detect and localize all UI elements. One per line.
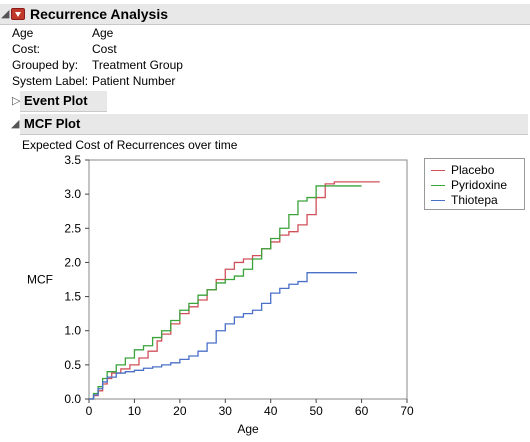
y-tick-label: 1.0	[64, 324, 81, 338]
field-label: Age	[12, 26, 34, 40]
collapse-triangle-icon[interactable]: ◢	[11, 118, 20, 130]
legend-label: Placebo	[451, 163, 495, 177]
y-tick-label: 3.5	[64, 153, 81, 167]
y-tick-label: 3.0	[64, 187, 81, 201]
mcf-plot-title: MCF Plot	[24, 116, 81, 131]
x-tick-label: 70	[400, 404, 414, 418]
y-tick-label: 0.5	[64, 358, 81, 372]
legend-swatch	[431, 169, 445, 171]
chart-caption: Expected Cost of Recurrences over time	[22, 138, 238, 152]
field-value: Treatment Group	[92, 58, 183, 72]
x-tick-label: 10	[128, 404, 142, 418]
legend-item: Pyridoxine	[431, 177, 507, 193]
x-tick-label: 20	[173, 404, 187, 418]
plot-frame	[88, 159, 408, 400]
x-tick-label: 40	[264, 404, 278, 418]
y-tick-label: 0.0	[64, 392, 81, 406]
series-line-pyridoxine	[89, 185, 362, 400]
field-value: Cost	[92, 42, 117, 56]
x-tick-label: 0	[86, 404, 93, 418]
x-tick-label: 60	[355, 404, 369, 418]
event-plot-title: Event Plot	[24, 93, 88, 108]
event-plot-header[interactable]	[20, 91, 107, 112]
field-label: Cost:	[12, 42, 41, 56]
expand-triangle-icon[interactable]: ▷	[12, 95, 21, 107]
collapse-triangle-icon[interactable]: ◢	[1, 8, 10, 20]
mcf-chart: 0 10 20 30 40 50 60 70 0.0 0.5 1.0 1.5 2.0 2.5 3.0 3.5 A…	[27, 153, 414, 436]
recurrence-analysis-header[interactable]	[0, 4, 530, 25]
y-tick-label: 1.5	[64, 290, 81, 304]
series-line-placebo	[89, 181, 380, 400]
y-axis-label: MCF	[27, 273, 53, 287]
field-label: Grouped by:	[12, 58, 79, 72]
field-value: Age	[92, 26, 114, 40]
y-tick-label: 2.5	[64, 221, 81, 235]
field-label: System Label:	[12, 74, 89, 88]
field-value: Patient Number	[92, 74, 176, 88]
legend-item: Placebo	[431, 162, 494, 178]
legend: Placebo Pyridoxine Thiotepa	[424, 158, 525, 210]
y-tick-label: 2.0	[64, 255, 81, 269]
report-title: Recurrence Analysis	[30, 6, 168, 22]
legend-swatch	[431, 184, 445, 186]
series-line-thiotepa	[89, 272, 358, 400]
legend-swatch	[431, 199, 445, 201]
x-tick-label: 50	[309, 404, 323, 418]
legend-label: Pyridoxine	[451, 178, 508, 192]
x-tick-label: 30	[219, 404, 233, 418]
mcf-plot-header[interactable]	[20, 114, 528, 135]
legend-label: Thiotepa	[451, 193, 498, 207]
x-axis-label: Age	[237, 422, 259, 436]
red-triangle-menu-icon[interactable]	[11, 8, 25, 20]
legend-item: Thiotepa	[431, 192, 498, 208]
